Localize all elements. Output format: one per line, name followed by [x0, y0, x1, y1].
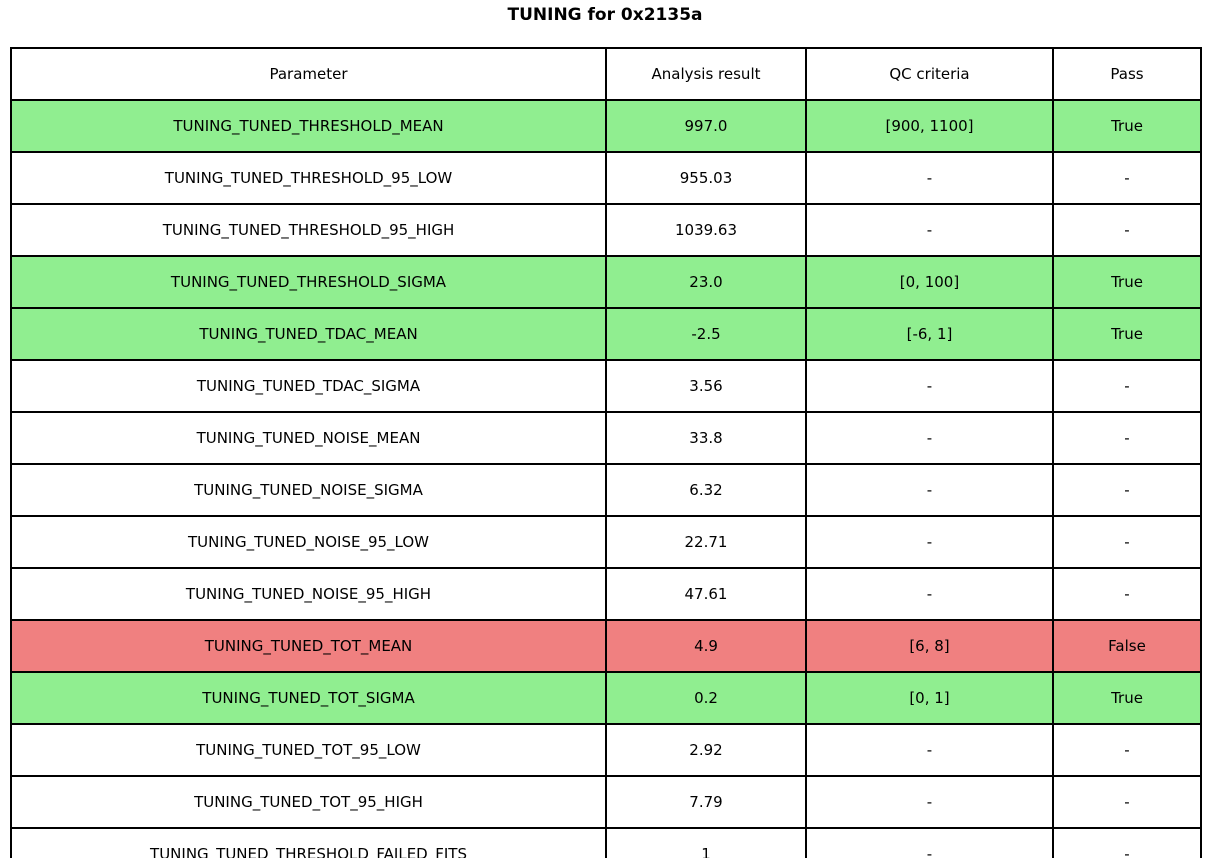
table-row: TUNING_TUNED_NOISE_95_HIGH 47.61- -: [10, 567, 1202, 621]
analysis-result-cell: 23.0: [605, 255, 807, 309]
pass-cell: -: [1052, 411, 1202, 465]
qc-criteria-cell: -: [805, 151, 1054, 205]
parameter-cell: TUNING_TUNED_TOT_95_HIGH: [10, 775, 607, 829]
parameter-cell: TUNING_TUNED_THRESHOLD_95_HIGH: [10, 203, 607, 257]
qc-results-table: Parameter Analysis result QC criteria Pa…: [10, 47, 1202, 858]
qc-criteria-cell: -: [805, 411, 1054, 465]
analysis-result-cell: 0.2: [605, 671, 807, 725]
pass-cell: False: [1052, 619, 1202, 673]
qc-criteria-cell: [-6, 1]: [805, 307, 1054, 361]
pass-cell: True: [1052, 99, 1202, 153]
pass-cell: -: [1052, 151, 1202, 205]
pass-cell: -: [1052, 723, 1202, 777]
table-row: TUNING_TUNED_THRESHOLD_MEAN 997.0 [900, 11…: [10, 99, 1202, 153]
parameter-cell: TUNING_TUNED_THRESHOLD_MEAN: [10, 99, 607, 153]
table-row: TUNING_TUNED_TOT_MEAN 4.9 [6, 8] False: [10, 619, 1202, 673]
table-row: TUNING_TUNED_THRESHOLD_95_HIGH 1039.63- -: [10, 203, 1202, 257]
pass-cell: True: [1052, 307, 1202, 361]
table-row: TUNING_TUNED_THRESHOLD_95_LOW 955.03- -: [10, 151, 1202, 205]
table-row: TUNING_TUNED_TDAC_SIGMA 3.56- -: [10, 359, 1202, 413]
header-row: Parameter Analysis result QC criteria Pa…: [10, 47, 1202, 101]
column-header-parameter: Parameter: [10, 47, 607, 101]
page-title: TUNING for 0x2135a: [507, 5, 703, 25]
analysis-result-cell: 997.0: [605, 99, 807, 153]
results-table-body: TUNING_TUNED_THRESHOLD_MEAN 997.0 [900, 11…: [10, 99, 1202, 858]
table-row: TUNING_TUNED_TOT_95_LOW 2.92- -: [10, 723, 1202, 777]
pass-cell: -: [1052, 359, 1202, 413]
qc-criteria-cell: [0, 1]: [805, 671, 1054, 725]
qc-criteria-cell: -: [805, 567, 1054, 621]
analysis-result-cell: -2.5: [605, 307, 807, 361]
qc-criteria-cell: -: [805, 515, 1054, 569]
pass-cell: -: [1052, 515, 1202, 569]
parameter-cell: TUNING_TUNED_NOISE_95_LOW: [10, 515, 607, 569]
qc-criteria-cell: -: [805, 359, 1054, 413]
qc-criteria-cell: [0, 100]: [805, 255, 1054, 309]
column-header-pass: Pass: [1052, 47, 1202, 101]
qc-criteria-cell: [900, 1100]: [805, 99, 1054, 153]
analysis-result-cell: 47.61: [605, 567, 807, 621]
qc-criteria-cell: -: [805, 723, 1054, 777]
column-header-qc-criteria: QC criteria: [805, 47, 1054, 101]
parameter-cell: TUNING_TUNED_TOT_95_LOW: [10, 723, 607, 777]
analysis-result-cell: 4.9: [605, 619, 807, 673]
parameter-cell: TUNING_TUNED_NOISE_SIGMA: [10, 463, 607, 517]
table-row: TUNING_TUNED_THRESHOLD_FAILED_FITS 1- -: [10, 827, 1202, 858]
pass-cell: -: [1052, 775, 1202, 829]
qc-criteria-cell: [6, 8]: [805, 619, 1054, 673]
analysis-result-cell: 2.92: [605, 723, 807, 777]
pass-cell: -: [1052, 463, 1202, 517]
table-row: TUNING_TUNED_TDAC_MEAN -2.5 [-6, 1] True: [10, 307, 1202, 361]
analysis-result-cell: 7.79: [605, 775, 807, 829]
parameter-cell: TUNING_TUNED_TOT_SIGMA: [10, 671, 607, 725]
pass-cell: -: [1052, 203, 1202, 257]
parameter-cell: TUNING_TUNED_THRESHOLD_95_LOW: [10, 151, 607, 205]
pass-cell: -: [1052, 827, 1202, 858]
table-row: TUNING_TUNED_NOISE_95_LOW 22.71- -: [10, 515, 1202, 569]
qc-criteria-cell: -: [805, 827, 1054, 858]
table-row: TUNING_TUNED_NOISE_MEAN 33.8- -: [10, 411, 1202, 465]
analysis-result-cell: 33.8: [605, 411, 807, 465]
qc-criteria-cell: -: [805, 775, 1054, 829]
parameter-cell: TUNING_TUNED_TOT_MEAN: [10, 619, 607, 673]
qc-criteria-cell: -: [805, 203, 1054, 257]
parameter-cell: TUNING_TUNED_TDAC_MEAN: [10, 307, 607, 361]
parameter-cell: TUNING_TUNED_NOISE_95_HIGH: [10, 567, 607, 621]
analysis-result-cell: 6.32: [605, 463, 807, 517]
table-row: TUNING_TUNED_NOISE_SIGMA 6.32- -: [10, 463, 1202, 517]
parameter-cell: TUNING_TUNED_THRESHOLD_SIGMA: [10, 255, 607, 309]
analysis-result-cell: 3.56: [605, 359, 807, 413]
table-row: TUNING_TUNED_TOT_95_HIGH 7.79- -: [10, 775, 1202, 829]
table-header: Parameter Analysis result QC criteria Pa…: [10, 47, 1202, 101]
analysis-result-cell: 955.03: [605, 151, 807, 205]
table-row: TUNING_TUNED_THRESHOLD_SIGMA 23.0 [0, 100]…: [10, 255, 1202, 309]
parameter-cell: TUNING_TUNED_NOISE_MEAN: [10, 411, 607, 465]
analysis-result-cell: 1: [605, 827, 807, 858]
analysis-result-cell: 1039.63: [605, 203, 807, 257]
pass-cell: True: [1052, 671, 1202, 725]
column-header-analysis-result: Analysis result: [605, 47, 807, 101]
parameter-cell: TUNING_TUNED_THRESHOLD_FAILED_FITS: [10, 827, 607, 858]
table-row: TUNING_TUNED_TOT_SIGMA 0.2 [0, 1] True: [10, 671, 1202, 725]
parameter-cell: TUNING_TUNED_TDAC_SIGMA: [10, 359, 607, 413]
analysis-result-cell: 22.71: [605, 515, 807, 569]
qc-criteria-cell: -: [805, 463, 1054, 517]
pass-cell: -: [1052, 567, 1202, 621]
pass-cell: True: [1052, 255, 1202, 309]
